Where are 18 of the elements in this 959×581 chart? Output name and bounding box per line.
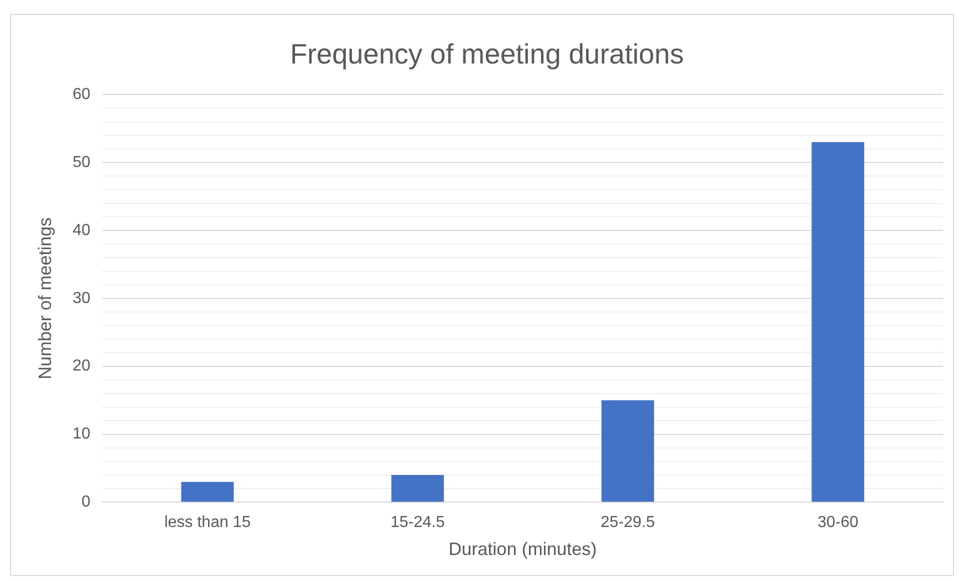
y-axis-title: Number of meetings <box>34 217 55 380</box>
y-tick-label: 50 <box>72 154 90 171</box>
x-tick-label: 30-60 <box>817 514 858 532</box>
y-tick-label: 10 <box>72 426 90 443</box>
y-tick-label: 40 <box>72 222 90 239</box>
x-tick-label: 25-29.5 <box>600 514 656 532</box>
bar <box>602 400 654 502</box>
x-axis-title: Duration (minutes) <box>448 539 597 560</box>
y-tick-label: 0 <box>81 494 90 511</box>
bar <box>812 142 864 502</box>
x-tick-label: less than 15 <box>164 514 251 532</box>
y-tick-label: 60 <box>72 86 90 104</box>
chart-title: Frequency of meeting durations <box>290 38 684 70</box>
y-tick-label: 30 <box>72 290 90 307</box>
bar <box>391 475 444 502</box>
y-tick-label: 20 <box>72 358 90 375</box>
bar <box>181 482 234 502</box>
x-tick-label: 15-24.5 <box>390 514 445 532</box>
